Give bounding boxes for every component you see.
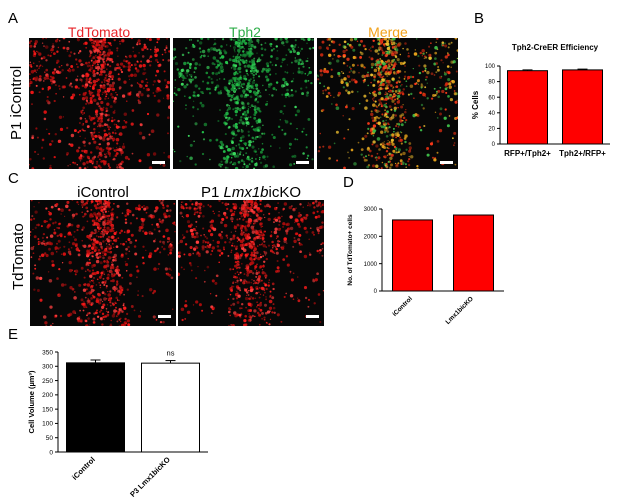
panel-C-col2-suffix: icKO: [268, 184, 302, 201]
y-tick-label: 150: [42, 406, 53, 413]
panel-C-letter: C: [8, 170, 19, 187]
chart-B: Tph2-CreER Efficiency 0 20 40 60 80 100 % Cells…: [471, 43, 610, 158]
x-tick-label: iControl: [70, 455, 97, 482]
y-tick-label: 0: [374, 289, 378, 295]
panel-C-col2-gene: Lmx1b: [223, 184, 269, 201]
x-tick-label: P3 Lmx1bicKO: [128, 455, 172, 499]
panel-C-col1-label: iControl: [77, 184, 129, 201]
y-tick-label: 200: [42, 392, 53, 399]
micrograph-signal: [178, 200, 324, 326]
panel-C-row-label: TdTomato: [10, 223, 27, 290]
bar: [141, 362, 200, 453]
y-tick-label: 100: [485, 64, 496, 70]
y-tick-label: 100: [42, 421, 53, 428]
micrograph-tdtomato: [29, 38, 170, 169]
micrograph-tph2: [173, 38, 314, 169]
chart-E: 0 50 100 150 200 250 300 350 Cell Volume (µm³) iC…: [27, 349, 208, 499]
bar: [507, 70, 548, 145]
scale-bar: [152, 161, 165, 164]
chart-title: Tph2-CreER Efficiency: [512, 43, 599, 52]
scale-bar: [440, 161, 453, 164]
y-tick-label: 1000: [364, 262, 378, 268]
y-tick-label: 40: [488, 111, 495, 117]
y-axis-label: % Cells: [471, 90, 480, 119]
scale-bar: [158, 315, 171, 318]
micrograph-merge: [317, 38, 458, 169]
bar: [562, 69, 603, 145]
y-tick-label: 350: [42, 349, 53, 356]
x-tick-label: RFP+/Tph2+: [504, 149, 551, 158]
y-axis-label: Cell Volume (µm³): [27, 370, 36, 433]
micrograph-icontrol: [30, 200, 176, 326]
y-tick-label: 80: [488, 80, 495, 86]
bar: [453, 214, 494, 292]
y-tick-label: 20: [488, 127, 495, 133]
y-tick-label: 2000: [364, 234, 378, 240]
micrograph-signal: [29, 38, 170, 169]
significance-label: ns: [167, 349, 175, 358]
bar: [66, 362, 125, 453]
panel-D-letter: D: [343, 174, 354, 191]
micrograph-signal: [317, 38, 458, 169]
scale-bar: [296, 161, 309, 164]
x-tick-label: Tph2+/RFP+: [559, 149, 606, 158]
y-axis-label: No. of TdTomato+ cells: [347, 214, 354, 286]
y-tick-label: 50: [46, 435, 54, 442]
panel-E-letter: E: [8, 326, 19, 343]
panel-C-col2-prefix: P1: [200, 184, 224, 201]
panel-A-letter: A: [8, 10, 19, 27]
panel-C-col2-label: P1 Lmx1bicKO: [178, 184, 324, 201]
scale-bar: [306, 315, 319, 318]
y-tick-label: 250: [42, 378, 53, 385]
micrograph-signal: [30, 200, 176, 326]
panel-A-label-merge: Merge: [368, 24, 408, 40]
panel-A-row-label: P1 iControl: [8, 65, 25, 140]
y-tick-label: 300: [42, 364, 53, 371]
panel-A-label-tdtomato: TdTomato: [67, 24, 131, 40]
micrograph-lmx1bicko: [178, 200, 324, 326]
panel-B-letter: B: [474, 10, 485, 27]
chart-D: 0 1000 2000 3000 No. of TdTomato+ cells iCont…: [347, 207, 504, 326]
y-tick-label: 0: [492, 142, 496, 148]
y-tick-label: 3000: [364, 207, 378, 213]
bar: [392, 219, 433, 292]
y-tick-label: 0: [49, 449, 53, 456]
y-tick-label: 60: [488, 95, 495, 101]
micrograph-signal: [173, 38, 314, 169]
panel-A-label-tph2: Tph2: [229, 24, 261, 40]
x-tick-label: Lmx1bicKO: [444, 295, 474, 325]
x-tick-label: iControl: [391, 295, 414, 318]
